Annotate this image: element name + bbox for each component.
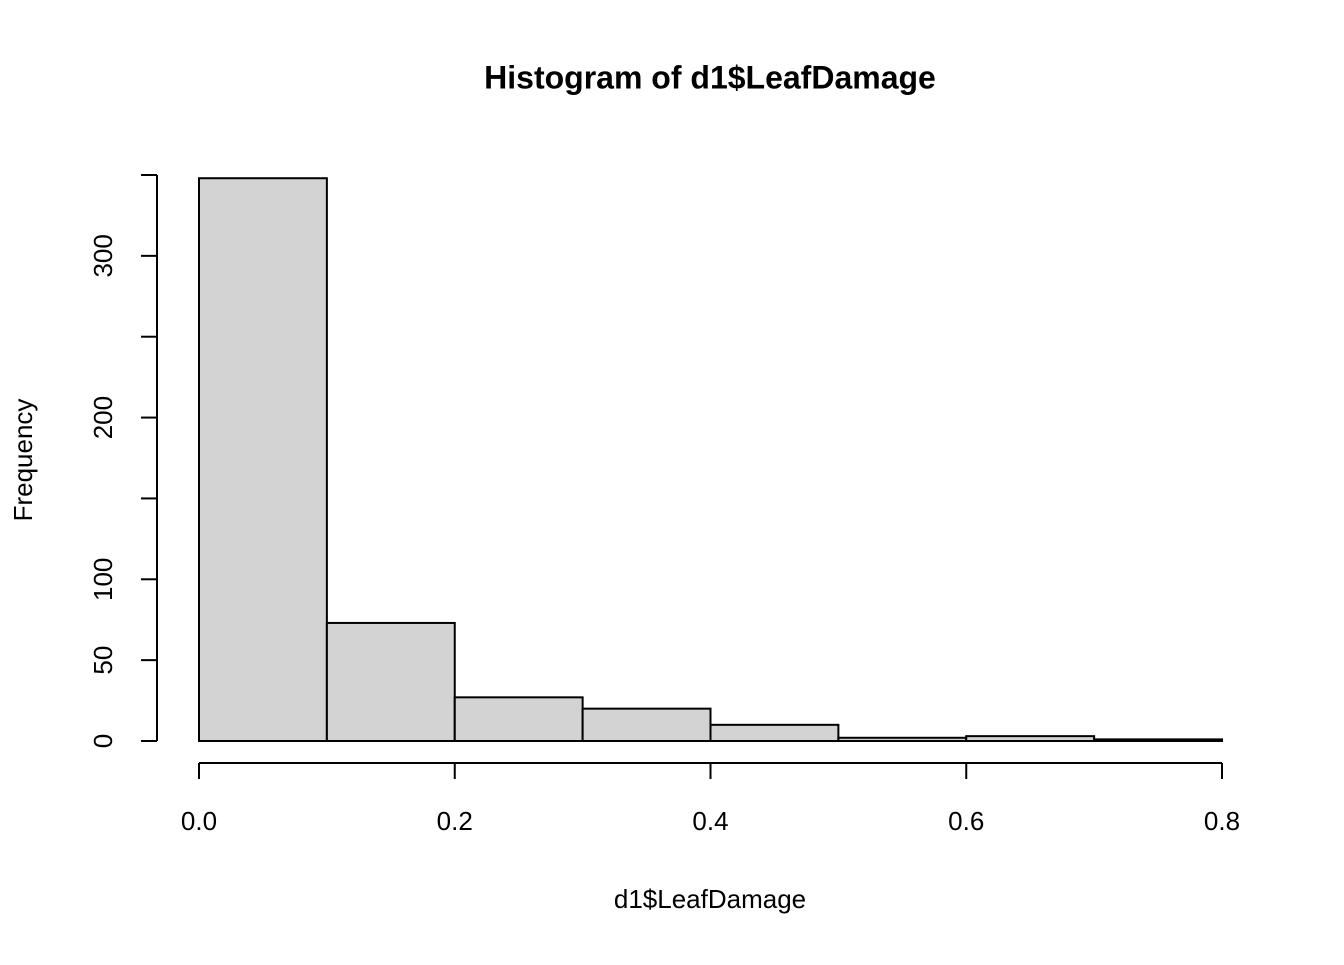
- y-tick-label: 100: [88, 558, 118, 601]
- y-tick-label: 200: [88, 396, 118, 439]
- bar: [1093, 738, 1223, 743]
- y-axis-label: Frequency: [8, 399, 38, 522]
- bar: [198, 177, 328, 742]
- y-tick-label: 0: [88, 734, 118, 748]
- x-axis-label: d1$LeafDamage: [614, 884, 806, 914]
- x-tick-label: 0.6: [948, 806, 984, 836]
- bar: [709, 723, 840, 742]
- y-tick-label: 300: [88, 234, 118, 277]
- x-tick-label: 0.4: [692, 806, 728, 836]
- bar: [837, 736, 968, 742]
- bar: [581, 707, 712, 743]
- x-tick-label: 0.8: [1204, 806, 1240, 836]
- bar: [965, 735, 1096, 742]
- bar: [325, 621, 456, 742]
- x-tick-label: 0.0: [181, 806, 217, 836]
- bar: [453, 696, 584, 743]
- x-tick-label: 0.2: [437, 806, 473, 836]
- y-tick-label: 50: [88, 646, 118, 675]
- chart-title: Histogram of d1$LeafDamage: [484, 59, 936, 95]
